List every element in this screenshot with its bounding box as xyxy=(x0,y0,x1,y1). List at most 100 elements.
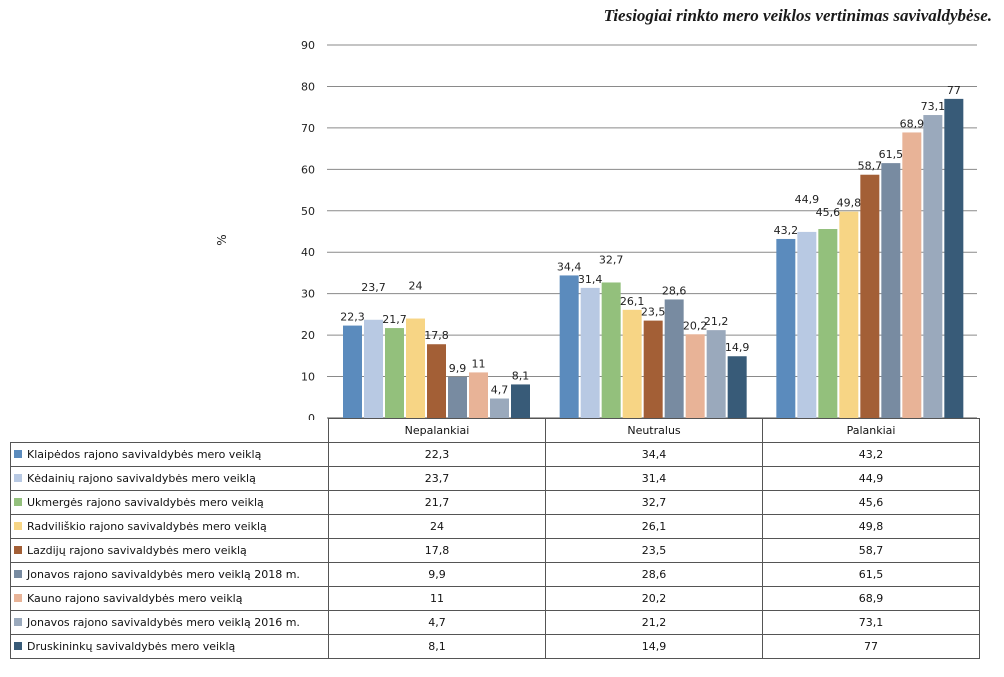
data-label: 22,3 xyxy=(340,311,365,324)
data-label: 58,7 xyxy=(858,160,883,173)
legend-entry: Ukmergės rajono savivaldybės mero veiklą xyxy=(10,490,329,515)
table-cell: 22,3 xyxy=(328,442,546,467)
legend-label: Jonavos rajono savivaldybės mero veiklą … xyxy=(27,568,300,581)
data-label: 26,1 xyxy=(620,295,645,308)
table-cell: 61,5 xyxy=(762,562,980,587)
table-cell: 14,9 xyxy=(545,634,763,659)
legend-entry: Kauno rajono savivaldybės mero veiklą xyxy=(10,586,329,611)
bar xyxy=(343,325,362,418)
table-row: Ukmergės rajono savivaldybės mero veiklą… xyxy=(10,490,980,515)
table-cell: 26,1 xyxy=(545,514,763,539)
bar xyxy=(860,174,880,418)
bar xyxy=(511,384,530,418)
table-cell: 31,4 xyxy=(545,466,763,491)
table-cell: 43,2 xyxy=(762,442,980,467)
data-label: 61,5 xyxy=(879,148,904,161)
bar xyxy=(643,320,663,418)
table-row: Kėdainių rajono savivaldybės mero veiklą… xyxy=(10,466,980,491)
table-cell: 21,2 xyxy=(545,610,763,635)
data-label: 9,9 xyxy=(449,362,467,375)
bar-chart: 0 10 20 30 40 50 60 70 80 90 22,3 34,4 43,2 23,7 31,4… xyxy=(215,39,977,420)
table-cell: 17,8 xyxy=(328,538,546,563)
bar xyxy=(490,398,509,418)
bar xyxy=(839,211,859,418)
table-row: Kauno rajono savivaldybės mero veiklą 11 2… xyxy=(10,586,980,611)
table-cell: 68,9 xyxy=(762,586,980,611)
legend-swatch xyxy=(14,618,22,626)
y-tick-label: 40 xyxy=(301,246,315,259)
data-labels: 22,3 34,4 43,2 23,7 31,4 44,9 21,7 32,7 45,6 24 26… xyxy=(340,84,961,397)
table-cell: 23,5 xyxy=(545,538,763,563)
table-cell: 9,9 xyxy=(328,562,546,587)
legend-label: Kauno rajono savivaldybės mero veiklą xyxy=(27,592,243,605)
data-label: 4,7 xyxy=(491,384,509,397)
table-cell: 23,7 xyxy=(328,466,546,491)
legend-label: Jonavos rajono savivaldybės mero veiklą … xyxy=(27,616,300,629)
data-label: 23,7 xyxy=(361,281,386,294)
legend-swatch xyxy=(14,522,22,530)
table-cell: 4,7 xyxy=(328,610,546,635)
legend-swatch xyxy=(14,450,22,458)
bar xyxy=(776,238,796,418)
table-header-row: Nepalankiai Neutralus Palankiai xyxy=(11,418,980,443)
data-label: 32,7 xyxy=(599,253,624,266)
chart-title: Tiesiogiai rinkto mero veiklos vertinima… xyxy=(603,6,992,25)
legend-entry: Jonavos rajono savivaldybės mero veiklą … xyxy=(10,610,329,635)
legend-entry: Jonavos rajono savivaldybės mero veiklą … xyxy=(10,562,329,587)
table-row: Jonavos rajono savivaldybės mero veiklą … xyxy=(10,562,980,587)
bar xyxy=(818,229,838,418)
column-header: Nepalankiai xyxy=(328,418,546,443)
table-cell: 73,1 xyxy=(762,610,980,635)
table-cell: 21,7 xyxy=(328,490,546,515)
legend-label: Ukmergės rajono savivaldybės mero veiklą xyxy=(27,496,264,509)
legend-label: Radviliškio rajono savivaldybės mero vei… xyxy=(27,520,267,533)
y-tick-label: 0 xyxy=(308,412,315,420)
legend-label: Lazdijų rajono savivaldybės mero veiklą xyxy=(27,544,247,557)
bar xyxy=(406,318,425,418)
y-tick-label: 30 xyxy=(301,288,315,301)
table-cell: 20,2 xyxy=(545,586,763,611)
bar xyxy=(469,372,488,418)
bar xyxy=(664,299,684,418)
y-tick-label: 20 xyxy=(301,329,315,342)
table-cell: 58,7 xyxy=(762,538,980,563)
bars xyxy=(343,98,964,419)
data-label: 31,4 xyxy=(578,273,603,286)
bar xyxy=(364,319,383,418)
table-row: Radviliškio rajono savivaldybės mero vei… xyxy=(10,514,980,539)
table-body: Klaipėdos rajono savivaldybės mero veikl… xyxy=(10,442,980,659)
bar xyxy=(706,330,726,418)
bar xyxy=(797,231,817,418)
bar xyxy=(385,328,404,418)
legend-entry: Lazdijų rajono savivaldybės mero veiklą xyxy=(10,538,329,563)
bar xyxy=(727,356,747,418)
y-tick-label: 10 xyxy=(301,371,315,384)
data-label: 14,9 xyxy=(725,341,750,354)
data-label: 77 xyxy=(947,84,961,97)
legend-swatch xyxy=(14,474,22,482)
legend-label: Druskininkų savivaldybės mero veiklą xyxy=(27,640,236,653)
data-label: 17,8 xyxy=(424,329,449,342)
data-label: 49,8 xyxy=(837,197,862,210)
legend-swatch xyxy=(14,570,22,578)
bar xyxy=(427,344,446,418)
data-label: 21,2 xyxy=(704,315,729,328)
table-row: Klaipėdos rajono savivaldybės mero veikl… xyxy=(10,442,980,467)
column-header: Palankiai xyxy=(762,418,980,443)
table-row: Druskininkų savivaldybės mero veiklą 8,1 1… xyxy=(10,634,980,659)
data-label: 34,4 xyxy=(557,260,582,273)
y-tick-label: 90 xyxy=(301,39,315,52)
data-label: 73,1 xyxy=(921,100,946,113)
bar xyxy=(622,309,642,418)
data-label: 21,7 xyxy=(382,313,407,326)
data-label: 45,6 xyxy=(816,206,841,219)
table-cell: 44,9 xyxy=(762,466,980,491)
table-cell: 11 xyxy=(328,586,546,611)
data-label: 20,2 xyxy=(683,319,708,332)
table-cell: 34,4 xyxy=(545,442,763,467)
legend-swatch xyxy=(14,498,22,506)
table-cell: 77 xyxy=(762,634,980,659)
legend-entry: Klaipėdos rajono savivaldybės mero veikl… xyxy=(10,442,329,467)
data-label: 28,6 xyxy=(662,284,687,297)
table-cell: 24 xyxy=(328,514,546,539)
